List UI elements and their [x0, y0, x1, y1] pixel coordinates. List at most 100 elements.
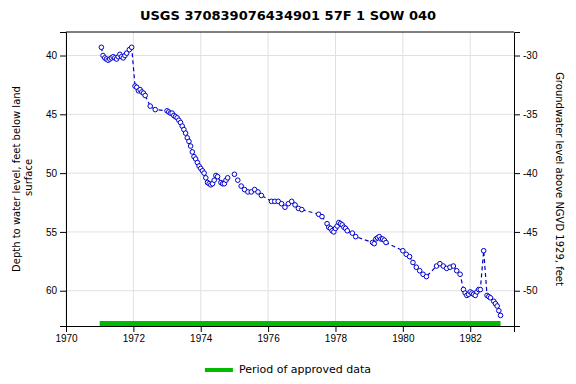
marker — [424, 274, 429, 279]
tick: 1970 — [55, 326, 78, 344]
marker — [203, 176, 208, 181]
tick-label: 1982 — [460, 333, 483, 344]
y2-axis: -30 -35 -40 -45 -50 — [514, 33, 538, 327]
tick-mark — [403, 326, 404, 332]
marker — [187, 139, 192, 144]
tick: -35 — [514, 109, 538, 120]
grid-line-y — [66, 114, 514, 115]
marker — [299, 207, 304, 212]
tick-label: 1978 — [325, 333, 348, 344]
tick: 45 — [46, 109, 66, 120]
tick: 55 — [46, 227, 66, 238]
tick-label: 1974 — [190, 333, 213, 344]
tick-label: 40 — [46, 50, 58, 61]
tick: 1972 — [123, 326, 146, 344]
tick-label: 1980 — [392, 333, 415, 344]
tick-label: 50 — [46, 168, 58, 179]
grid-line-y — [66, 231, 514, 232]
axis-domain — [67, 327, 515, 333]
tick-label: -45 — [523, 227, 538, 238]
tick-mark — [201, 326, 202, 332]
marker — [411, 260, 416, 265]
tick-mark — [60, 173, 66, 174]
tick-mark — [514, 114, 520, 115]
grid-line-x — [402, 32, 403, 326]
tick-label: 60 — [46, 285, 58, 296]
axis-domain — [60, 33, 67, 327]
marker — [451, 264, 456, 269]
tick: 1982 — [460, 326, 483, 344]
marker — [407, 254, 412, 259]
legend: Period of approved data — [205, 363, 371, 376]
tick-mark — [60, 114, 66, 115]
tick-mark — [514, 56, 520, 57]
grid — [66, 32, 514, 326]
marker — [320, 214, 325, 219]
tick-label: -35 — [523, 109, 538, 120]
tick-mark — [514, 232, 520, 233]
marker — [353, 234, 358, 239]
plot-frame — [66, 32, 514, 33]
plot: 1970 1972 1974 1976 1978 1980 1982 40 45 50 55 60 -3… — [46, 32, 538, 344]
marker — [225, 176, 230, 181]
tick-mark — [60, 291, 66, 292]
marker — [215, 174, 220, 179]
marker — [498, 313, 503, 318]
legend-label: Period of approved data — [239, 363, 371, 376]
tick-label: 1976 — [257, 333, 280, 344]
tick-label: 1972 — [123, 333, 146, 344]
tick: -40 — [514, 168, 538, 179]
grid-line-x — [335, 32, 336, 326]
title: USGS 370839076434901 57F 1 SOW 040 — [140, 8, 436, 23]
marker — [190, 150, 195, 155]
marker — [495, 304, 500, 309]
marker — [345, 228, 350, 233]
marker — [478, 287, 483, 292]
tick: 1980 — [392, 326, 415, 344]
marker — [99, 45, 104, 50]
tick-label: 55 — [46, 227, 58, 238]
tick: -30 — [514, 50, 538, 61]
tick-label: -30 — [523, 50, 538, 61]
marker — [259, 193, 264, 198]
grid-line-x — [470, 32, 471, 326]
marker — [148, 104, 153, 109]
marker — [497, 308, 502, 313]
series-line — [101, 47, 500, 315]
tick: 1976 — [257, 326, 280, 344]
tick-mark — [335, 326, 336, 332]
grid-line-x — [200, 32, 201, 326]
marker — [232, 172, 237, 177]
marker — [235, 178, 240, 183]
tick: 50 — [46, 168, 66, 179]
grid-line-y — [66, 290, 514, 291]
tick: 1978 — [325, 326, 348, 344]
grid-line-x — [268, 32, 269, 326]
tick-mark — [133, 326, 134, 332]
marker — [202, 171, 207, 176]
tick-label: -50 — [523, 285, 538, 296]
x-axis: 1970 1972 1974 1976 1978 1980 1982 — [55, 326, 514, 344]
tick-mark — [60, 56, 66, 57]
tick-label: 45 — [46, 109, 58, 120]
tick-mark — [514, 291, 520, 292]
tick-label: 1970 — [55, 333, 78, 344]
y-axis-label: Depth to water level, feet below land su… — [11, 86, 34, 272]
y2-axis-label: Groundwater level above NGVD 1929, feet — [554, 72, 565, 286]
tick-label: -40 — [523, 168, 538, 179]
tick: 1974 — [190, 326, 213, 344]
axis-domain — [515, 33, 521, 327]
marker — [384, 240, 389, 245]
tick-mark — [268, 326, 269, 332]
tick: -50 — [514, 285, 538, 296]
tick-mark — [60, 232, 66, 233]
tick-mark — [514, 173, 520, 174]
tick: 60 — [46, 285, 66, 296]
tick-mark — [470, 326, 471, 332]
approved-period-bar — [100, 321, 501, 326]
series-markers — [99, 45, 503, 318]
marker — [129, 45, 134, 50]
tick: 40 — [46, 50, 66, 61]
marker — [143, 93, 148, 98]
marks — [99, 45, 503, 326]
